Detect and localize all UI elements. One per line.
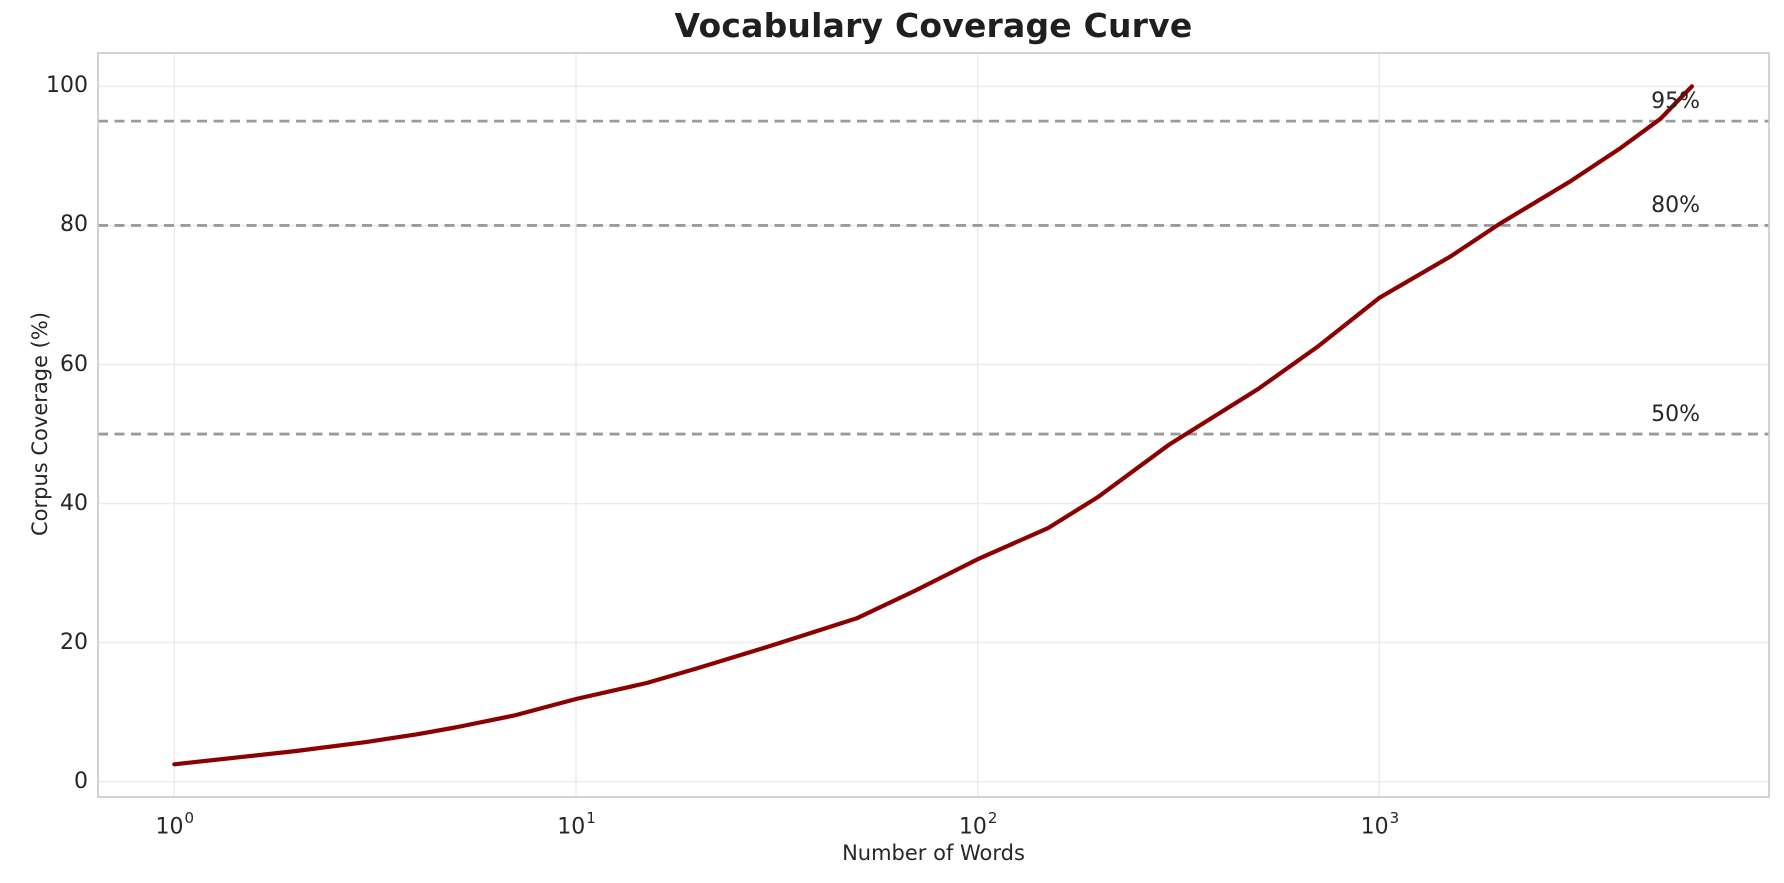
y-tick-label-60: 60 xyxy=(60,351,88,377)
x-tick-base: 10 xyxy=(958,814,987,840)
chart-title: Vocabulary Coverage Curve xyxy=(674,6,1193,45)
coverage-curve xyxy=(172,84,1695,767)
x-tick-base: 10 xyxy=(155,814,184,840)
threshold-lines xyxy=(98,119,1769,436)
threshold-label-50: 50% xyxy=(1651,402,1700,428)
y-tick-label-0: 0 xyxy=(74,768,88,794)
plot-border xyxy=(97,52,1770,798)
x-tick-base: 10 xyxy=(1360,814,1389,840)
x-tick-exponent: 2 xyxy=(987,809,998,827)
threshold-label-80: 80% xyxy=(1651,193,1700,219)
threshold-label-95: 95% xyxy=(1651,89,1700,115)
x-tick-base: 10 xyxy=(557,814,586,840)
y-axis-label: Corpus Coverage (%) xyxy=(28,311,52,537)
y-tick-label-80: 80 xyxy=(60,212,88,238)
x-tick-label-10e3: 103 xyxy=(1334,806,1424,841)
x-tick-exponent: 1 xyxy=(586,809,596,827)
x-tick-label-10e2: 102 xyxy=(933,806,1023,841)
x-axis-label: Number of Words xyxy=(842,841,1025,865)
x-tick-exponent: 3 xyxy=(1389,809,1400,827)
x-tick-label-10e1: 101 xyxy=(531,806,621,841)
y-tick-label-40: 40 xyxy=(60,490,88,516)
y-tick-label-100: 100 xyxy=(46,73,88,99)
gridlines xyxy=(98,53,1769,797)
x-tick-exponent: 0 xyxy=(184,809,195,827)
coverage-curve-line xyxy=(172,84,1695,767)
x-tick-label-10e0: 100 xyxy=(129,806,219,841)
y-tick-label-20: 20 xyxy=(60,629,88,655)
